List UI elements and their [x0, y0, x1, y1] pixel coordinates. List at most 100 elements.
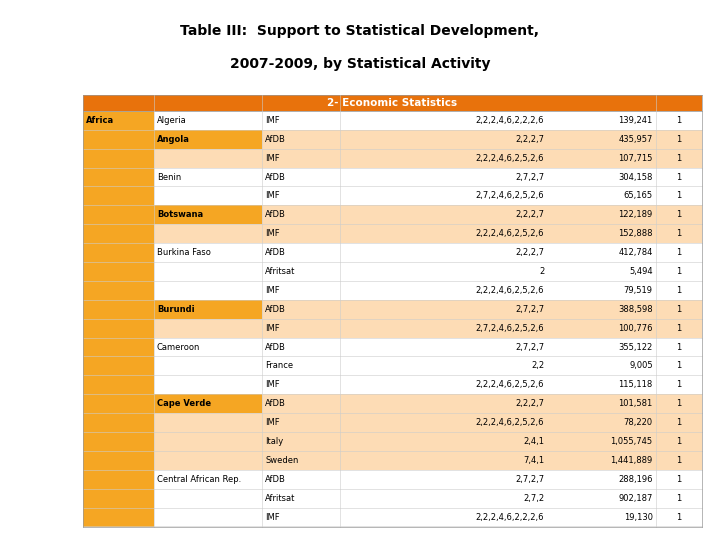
Text: 2,7,2,7: 2,7,2,7: [516, 305, 544, 314]
Text: 79,519: 79,519: [624, 286, 652, 295]
Text: 2,7,2,4,6,2,5,2,6: 2,7,2,4,6,2,5,2,6: [476, 323, 544, 333]
Text: Afritsat: Afritsat: [265, 267, 296, 276]
Text: 2,7,2,7: 2,7,2,7: [516, 342, 544, 352]
Text: 1: 1: [676, 475, 681, 484]
Text: 2,7,2: 2,7,2: [523, 494, 544, 503]
Text: 2,7,2,4,6,2,5,2,6: 2,7,2,4,6,2,5,2,6: [476, 191, 544, 200]
Text: AfDB: AfDB: [265, 342, 286, 352]
Text: 65,165: 65,165: [624, 191, 652, 200]
Text: 101,581: 101,581: [618, 399, 652, 408]
Text: 435,957: 435,957: [618, 135, 652, 144]
Text: 304,158: 304,158: [618, 173, 652, 181]
Text: France: France: [265, 361, 293, 370]
Text: 2,2,2,4,6,2,5,2,6: 2,2,2,4,6,2,5,2,6: [476, 418, 544, 427]
Text: 2,4,1: 2,4,1: [523, 437, 544, 446]
Text: Italy: Italy: [265, 437, 284, 446]
Text: 2007-2009, by Statistical Activity: 2007-2009, by Statistical Activity: [230, 57, 490, 71]
Text: Afritsat: Afritsat: [265, 494, 296, 503]
Text: 1: 1: [676, 210, 681, 219]
Text: 1: 1: [676, 286, 681, 295]
Text: 1: 1: [676, 248, 681, 257]
Text: 2,2,2,4,6,2,2,2,6: 2,2,2,4,6,2,2,2,6: [476, 116, 544, 125]
Text: AfDB: AfDB: [265, 135, 286, 144]
Text: Benin: Benin: [157, 173, 181, 181]
Text: AfDB: AfDB: [265, 248, 286, 257]
Text: 152,888: 152,888: [618, 229, 652, 238]
Text: 2,2,2,7: 2,2,2,7: [516, 399, 544, 408]
Text: 2,2,2,4,6,2,5,2,6: 2,2,2,4,6,2,5,2,6: [476, 380, 544, 389]
Text: AfDB: AfDB: [265, 399, 286, 408]
Text: 902,187: 902,187: [618, 494, 652, 503]
Text: 1: 1: [676, 456, 681, 465]
Text: 1: 1: [676, 418, 681, 427]
Text: 1: 1: [676, 494, 681, 503]
Text: 1: 1: [676, 135, 681, 144]
Text: Burkina Faso: Burkina Faso: [157, 248, 211, 257]
Text: 9,005: 9,005: [629, 361, 652, 370]
Text: Africa: Africa: [86, 116, 114, 125]
Text: 2,7,2,7: 2,7,2,7: [516, 475, 544, 484]
Text: IMF: IMF: [265, 116, 280, 125]
Text: 2- Economic Statistics: 2- Economic Statistics: [328, 98, 457, 107]
Text: 1: 1: [676, 305, 681, 314]
Text: IMF: IMF: [265, 286, 280, 295]
Text: AfDB: AfDB: [265, 475, 286, 484]
Text: 19,130: 19,130: [624, 512, 652, 522]
Text: IMF: IMF: [265, 154, 280, 163]
Text: 1: 1: [676, 173, 681, 181]
Text: 288,196: 288,196: [618, 475, 652, 484]
Text: AfDB: AfDB: [265, 305, 286, 314]
Text: 5,494: 5,494: [629, 267, 652, 276]
Text: 2,2,2,4,6,2,5,2,6: 2,2,2,4,6,2,5,2,6: [476, 154, 544, 163]
Text: IMF: IMF: [265, 229, 280, 238]
Text: 2,2,2,7: 2,2,2,7: [516, 135, 544, 144]
Text: 78,220: 78,220: [624, 418, 652, 427]
Text: AfDB: AfDB: [265, 173, 286, 181]
Text: Angola: Angola: [157, 135, 190, 144]
Text: IMF: IMF: [265, 380, 280, 389]
Text: 139,241: 139,241: [618, 116, 652, 125]
Text: 1: 1: [676, 267, 681, 276]
Text: Sweden: Sweden: [265, 456, 299, 465]
Text: 1: 1: [676, 191, 681, 200]
Text: 1: 1: [676, 323, 681, 333]
Text: 1: 1: [676, 361, 681, 370]
Text: 2,2,2,7: 2,2,2,7: [516, 248, 544, 257]
Text: 100,776: 100,776: [618, 323, 652, 333]
Text: 1,441,889: 1,441,889: [611, 456, 652, 465]
Text: Table III:  Support to Statistical Development,: Table III: Support to Statistical Develo…: [181, 24, 539, 38]
Text: 107,715: 107,715: [618, 154, 652, 163]
Text: 2,2,2,7: 2,2,2,7: [516, 210, 544, 219]
Text: IMF: IMF: [265, 418, 280, 427]
Text: 1: 1: [676, 437, 681, 446]
Text: 355,122: 355,122: [618, 342, 652, 352]
Text: IMF: IMF: [265, 323, 280, 333]
Text: 1: 1: [676, 399, 681, 408]
Text: IMF: IMF: [265, 191, 280, 200]
Text: 7,4,1: 7,4,1: [523, 456, 544, 465]
Text: 1: 1: [676, 380, 681, 389]
Text: Cape Verde: Cape Verde: [157, 399, 211, 408]
Text: 412,784: 412,784: [618, 248, 652, 257]
Text: Cameroon: Cameroon: [157, 342, 200, 352]
Text: Central African Rep.: Central African Rep.: [157, 475, 241, 484]
Text: Botswana: Botswana: [157, 210, 203, 219]
Text: 1: 1: [676, 512, 681, 522]
Text: 1: 1: [676, 229, 681, 238]
Text: 1: 1: [676, 116, 681, 125]
Text: 388,598: 388,598: [618, 305, 652, 314]
Text: 2,2,2,4,6,2,5,2,6: 2,2,2,4,6,2,5,2,6: [476, 286, 544, 295]
Text: Algeria: Algeria: [157, 116, 186, 125]
Text: 1: 1: [676, 342, 681, 352]
Text: 2,2,2,4,6,2,2,2,6: 2,2,2,4,6,2,2,2,6: [476, 512, 544, 522]
Text: 2,2,2,4,6,2,5,2,6: 2,2,2,4,6,2,5,2,6: [476, 229, 544, 238]
Text: 1: 1: [676, 154, 681, 163]
Text: 1,055,745: 1,055,745: [611, 437, 652, 446]
Text: AfDB: AfDB: [265, 210, 286, 219]
Text: 2,2: 2,2: [531, 361, 544, 370]
Text: 122,189: 122,189: [618, 210, 652, 219]
Text: IMF: IMF: [265, 512, 280, 522]
Text: 2,7,2,7: 2,7,2,7: [516, 173, 544, 181]
Text: 2: 2: [539, 267, 544, 276]
Text: Burundi: Burundi: [157, 305, 194, 314]
